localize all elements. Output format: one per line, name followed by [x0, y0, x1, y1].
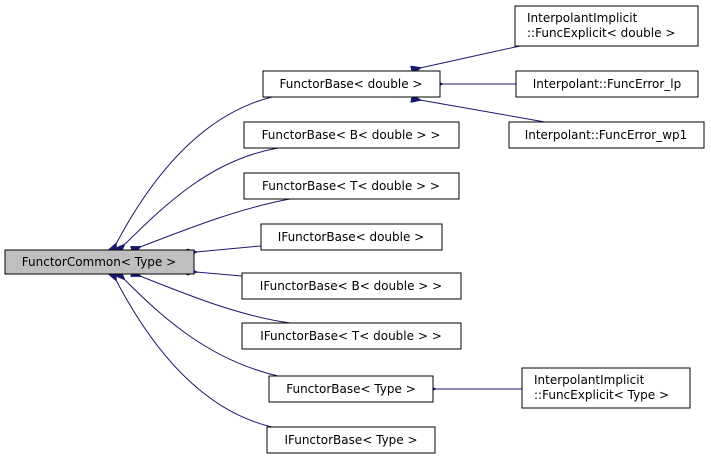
svg-text:FunctorBase< Type >: FunctorBase< Type > — [286, 382, 416, 396]
node-functorbase-type[interactable]: FunctorBase< Type > — [268, 375, 434, 403]
svg-text:FunctorBase< B< double > >: FunctorBase< B< double > > — [262, 128, 441, 142]
svg-text:IFunctorBase< B< double > >: IFunctorBase< B< double > > — [260, 279, 442, 293]
svg-text:IFunctorBase< Type >: IFunctorBase< Type > — [284, 433, 417, 447]
svg-text:FunctorBase< double >: FunctorBase< double > — [280, 77, 423, 91]
svg-text:InterpolantImplicit: InterpolantImplicit — [527, 11, 638, 25]
node-interpolantimplicit-funcexplicit-double[interactable]: InterpolantImplicit::FuncExplicit< doubl… — [514, 5, 699, 47]
edge-ifb-type — [116, 280, 273, 428]
svg-text:Interpolant::FuncError_lp: Interpolant::FuncError_lp — [533, 77, 681, 91]
edge-fe-wp1 — [420, 100, 546, 123]
edge-ifb-double — [196, 245, 262, 252]
svg-text:FunctorCommon< Type >: FunctorCommon< Type > — [22, 255, 176, 269]
svg-text:::FuncExplicit< Type >: ::FuncExplicit< Type > — [534, 388, 669, 402]
edge-fb-type — [124, 279, 279, 377]
svg-text:::FuncExplicit< double >: ::FuncExplicit< double > — [527, 26, 675, 40]
edges — [116, 45, 546, 428]
svg-text:IFunctorBase< double >: IFunctorBase< double > — [278, 230, 424, 244]
node-functorbase-b-double[interactable]: FunctorBase< B< double > > — [243, 121, 460, 149]
node-interpolant-funcerror-lp[interactable]: Interpolant::FuncError_lp — [515, 70, 699, 98]
edge-fb-b — [124, 147, 279, 245]
node-ifunctorbase-t-double[interactable]: IFunctorBase< T< double > > — [241, 322, 462, 350]
edge-fb-t — [140, 198, 291, 247]
edge-fb-double — [116, 96, 273, 244]
svg-text:IFunctorBase< T< double > >: IFunctorBase< T< double > > — [260, 329, 442, 343]
svg-text:FunctorBase< T< double > >: FunctorBase< T< double > > — [262, 179, 440, 193]
svg-text:Interpolant::FuncError_wp1: Interpolant::FuncError_wp1 — [525, 128, 688, 142]
node-functor-common[interactable]: FunctorCommon< Type > — [4, 249, 195, 275]
node-ifunctorbase-double[interactable]: IFunctorBase< double > — [260, 223, 443, 251]
node-ifunctorbase-type[interactable]: IFunctorBase< Type > — [266, 426, 436, 454]
node-functorbase-double[interactable]: FunctorBase< double > — [262, 70, 441, 98]
node-interpolantimplicit-funcexplicit-type[interactable]: InterpolantImplicit::FuncExplicit< Type … — [521, 367, 691, 409]
node-interpolant-funcerror-wp1[interactable]: Interpolant::FuncError_wp1 — [508, 121, 705, 149]
edge-ifb-t — [140, 276, 291, 324]
node-ifunctorbase-b-double[interactable]: IFunctorBase< B< double > > — [241, 272, 462, 300]
edge-iife-double — [420, 45, 521, 68]
svg-text:InterpolantImplicit: InterpolantImplicit — [534, 373, 645, 387]
node-functorbase-t-double[interactable]: FunctorBase< T< double > > — [243, 172, 460, 200]
edge-ifb-b — [196, 272, 243, 277]
